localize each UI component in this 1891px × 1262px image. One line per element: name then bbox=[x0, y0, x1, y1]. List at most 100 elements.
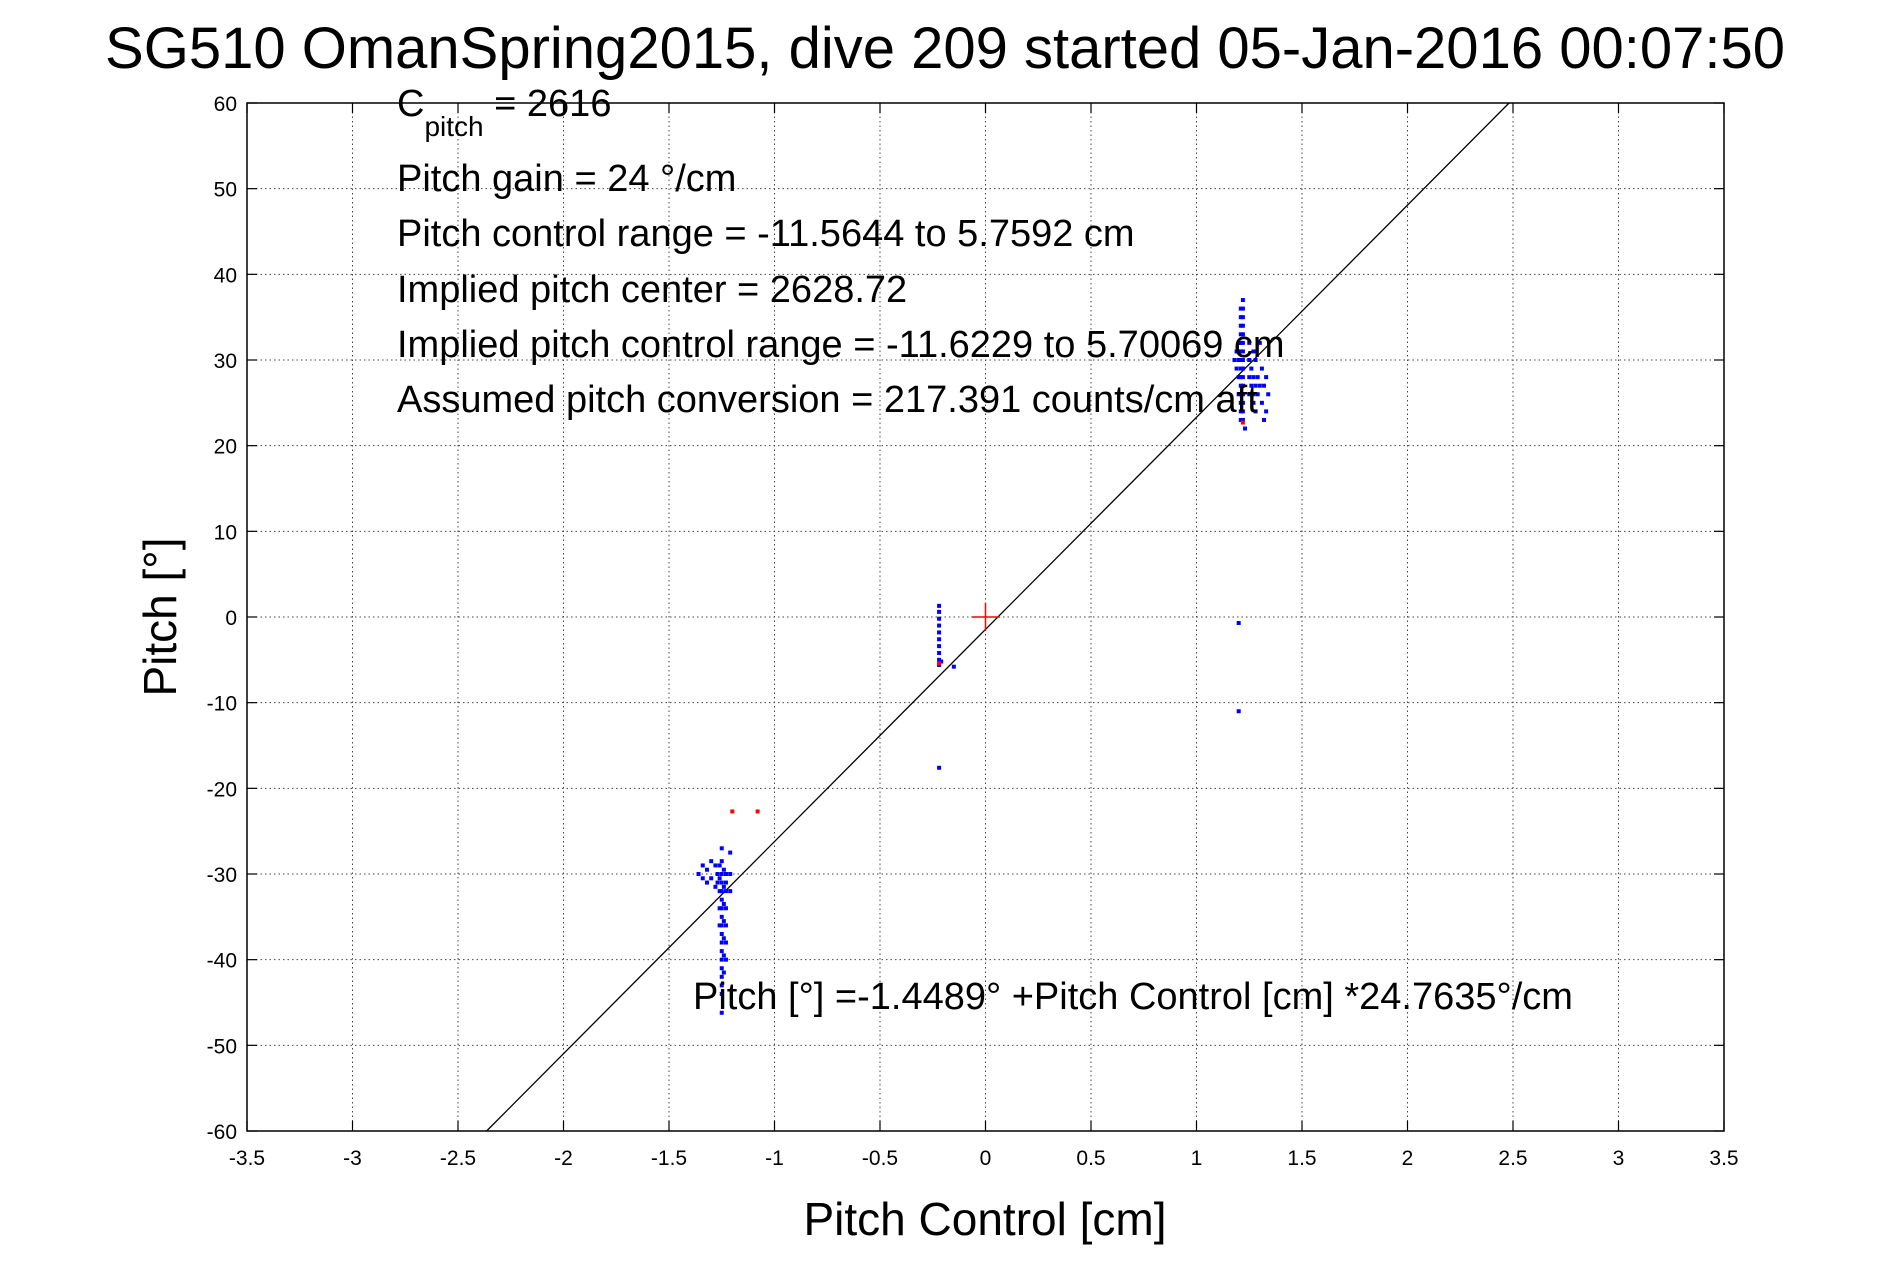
c-pitch-value: = 2616 bbox=[484, 83, 612, 125]
data-point bbox=[1238, 349, 1243, 354]
data-point bbox=[704, 880, 709, 885]
data-point bbox=[1259, 366, 1264, 371]
data-point bbox=[709, 859, 714, 864]
data-point bbox=[1236, 358, 1241, 362]
data-point bbox=[723, 880, 728, 885]
data-point bbox=[719, 931, 724, 936]
data-point bbox=[1236, 340, 1241, 345]
data-point bbox=[719, 889, 724, 894]
data-point bbox=[1232, 358, 1237, 362]
data-point bbox=[1247, 358, 1252, 362]
x-tick-label: 3 bbox=[1613, 1147, 1625, 1170]
data-point bbox=[721, 867, 726, 872]
data-point bbox=[1240, 366, 1245, 371]
data-point bbox=[713, 884, 718, 889]
y-tick-label: 20 bbox=[214, 436, 237, 459]
data-point bbox=[1238, 417, 1243, 422]
y-tick-label: 0 bbox=[225, 607, 237, 630]
data-point bbox=[723, 889, 728, 894]
annotation-implied-pitch-center: Implied pitch center = 2628.72 bbox=[397, 269, 907, 311]
data-point bbox=[709, 876, 714, 881]
data-point bbox=[1247, 375, 1252, 380]
data-point bbox=[1240, 315, 1245, 320]
data-point bbox=[704, 867, 709, 872]
data-point bbox=[1240, 358, 1245, 362]
data-point bbox=[1240, 349, 1245, 354]
y-tick-label: -40 bbox=[207, 950, 237, 973]
data-point bbox=[1236, 375, 1241, 380]
data-point bbox=[1262, 417, 1267, 422]
data-point bbox=[721, 936, 726, 941]
data-point bbox=[728, 850, 733, 855]
x-tick-label: -3 bbox=[343, 1147, 362, 1170]
data-point bbox=[1238, 306, 1243, 311]
data-point bbox=[1238, 400, 1243, 405]
data-point bbox=[715, 880, 720, 885]
data-point bbox=[719, 1010, 724, 1015]
data-point bbox=[1253, 358, 1258, 362]
data-point bbox=[719, 914, 724, 919]
excluded-point bbox=[1240, 420, 1245, 425]
y-tick-label: 30 bbox=[214, 350, 237, 373]
data-point bbox=[1264, 409, 1269, 414]
axis-ticks: -3.5 -3 -2.5 -2 -1.5 -1 -0.5 0 0.5 1 1.5 2 2.5 3 3.5 -6… bbox=[207, 93, 1739, 1170]
data-point bbox=[1249, 383, 1254, 388]
data-point bbox=[937, 650, 942, 655]
data-point bbox=[937, 609, 942, 614]
x-tick-label: -1.5 bbox=[651, 1147, 687, 1170]
y-tick-label: -20 bbox=[207, 778, 237, 801]
data-point bbox=[937, 644, 942, 649]
data-point bbox=[719, 859, 724, 864]
annotation-implied-pitch-control-range: Implied pitch control range = -11.6229 t… bbox=[397, 324, 1285, 366]
annotation-pitch-gain: Pitch gain = 24 °/cm bbox=[397, 158, 736, 200]
x-tick-label: -1 bbox=[765, 1147, 784, 1170]
data-point bbox=[1255, 392, 1260, 397]
data-points bbox=[696, 298, 1271, 1015]
x-tick-label: -2.5 bbox=[440, 1147, 476, 1170]
x-tick-label: -3.5 bbox=[229, 1147, 265, 1170]
data-point bbox=[1257, 340, 1262, 345]
data-point bbox=[1238, 315, 1243, 320]
data-point bbox=[717, 889, 722, 894]
data-point bbox=[937, 765, 942, 770]
annotations: Cpitch = 2616 Pitch gain = 24 °/cm Pitch… bbox=[397, 83, 1573, 1018]
data-point bbox=[1240, 417, 1245, 422]
data-point bbox=[1238, 409, 1243, 414]
data-point bbox=[723, 923, 728, 928]
data-point bbox=[1236, 709, 1241, 714]
y-tick-label: 10 bbox=[214, 521, 237, 544]
data-point bbox=[1240, 400, 1245, 405]
data-point bbox=[719, 897, 724, 902]
data-point bbox=[1238, 323, 1243, 328]
data-point bbox=[719, 923, 724, 928]
x-tick-label: 3.5 bbox=[1709, 1147, 1738, 1170]
data-point bbox=[700, 876, 705, 881]
data-point bbox=[721, 901, 726, 906]
y-tick-label: 50 bbox=[214, 179, 237, 202]
data-point bbox=[717, 863, 722, 868]
y-tick-label: -60 bbox=[207, 1121, 237, 1144]
annotation-assumed-pitch-conversion: Assumed pitch conversion = 217.391 count… bbox=[397, 379, 1258, 421]
data-point bbox=[719, 872, 724, 876]
data-point bbox=[1240, 340, 1245, 345]
data-point bbox=[1257, 383, 1262, 388]
data-point bbox=[1240, 332, 1245, 337]
x-tick-label: 1.5 bbox=[1287, 1147, 1316, 1170]
c-pitch-main: C bbox=[397, 83, 424, 125]
center-marker-layer bbox=[971, 603, 1000, 631]
x-axis-label: Pitch Control [cm] bbox=[804, 1193, 1167, 1245]
data-point bbox=[1266, 392, 1271, 397]
data-point bbox=[937, 630, 942, 635]
data-point bbox=[723, 906, 728, 911]
y-tick-label: -50 bbox=[207, 1035, 237, 1058]
data-point bbox=[939, 659, 944, 664]
data-point bbox=[721, 970, 726, 975]
x-tick-label: 0.5 bbox=[1076, 1147, 1105, 1170]
x-tick-label: 0 bbox=[980, 1147, 992, 1170]
data-point bbox=[1251, 349, 1256, 354]
data-point bbox=[1251, 375, 1256, 380]
data-point bbox=[1238, 358, 1243, 362]
data-point bbox=[1240, 298, 1245, 303]
